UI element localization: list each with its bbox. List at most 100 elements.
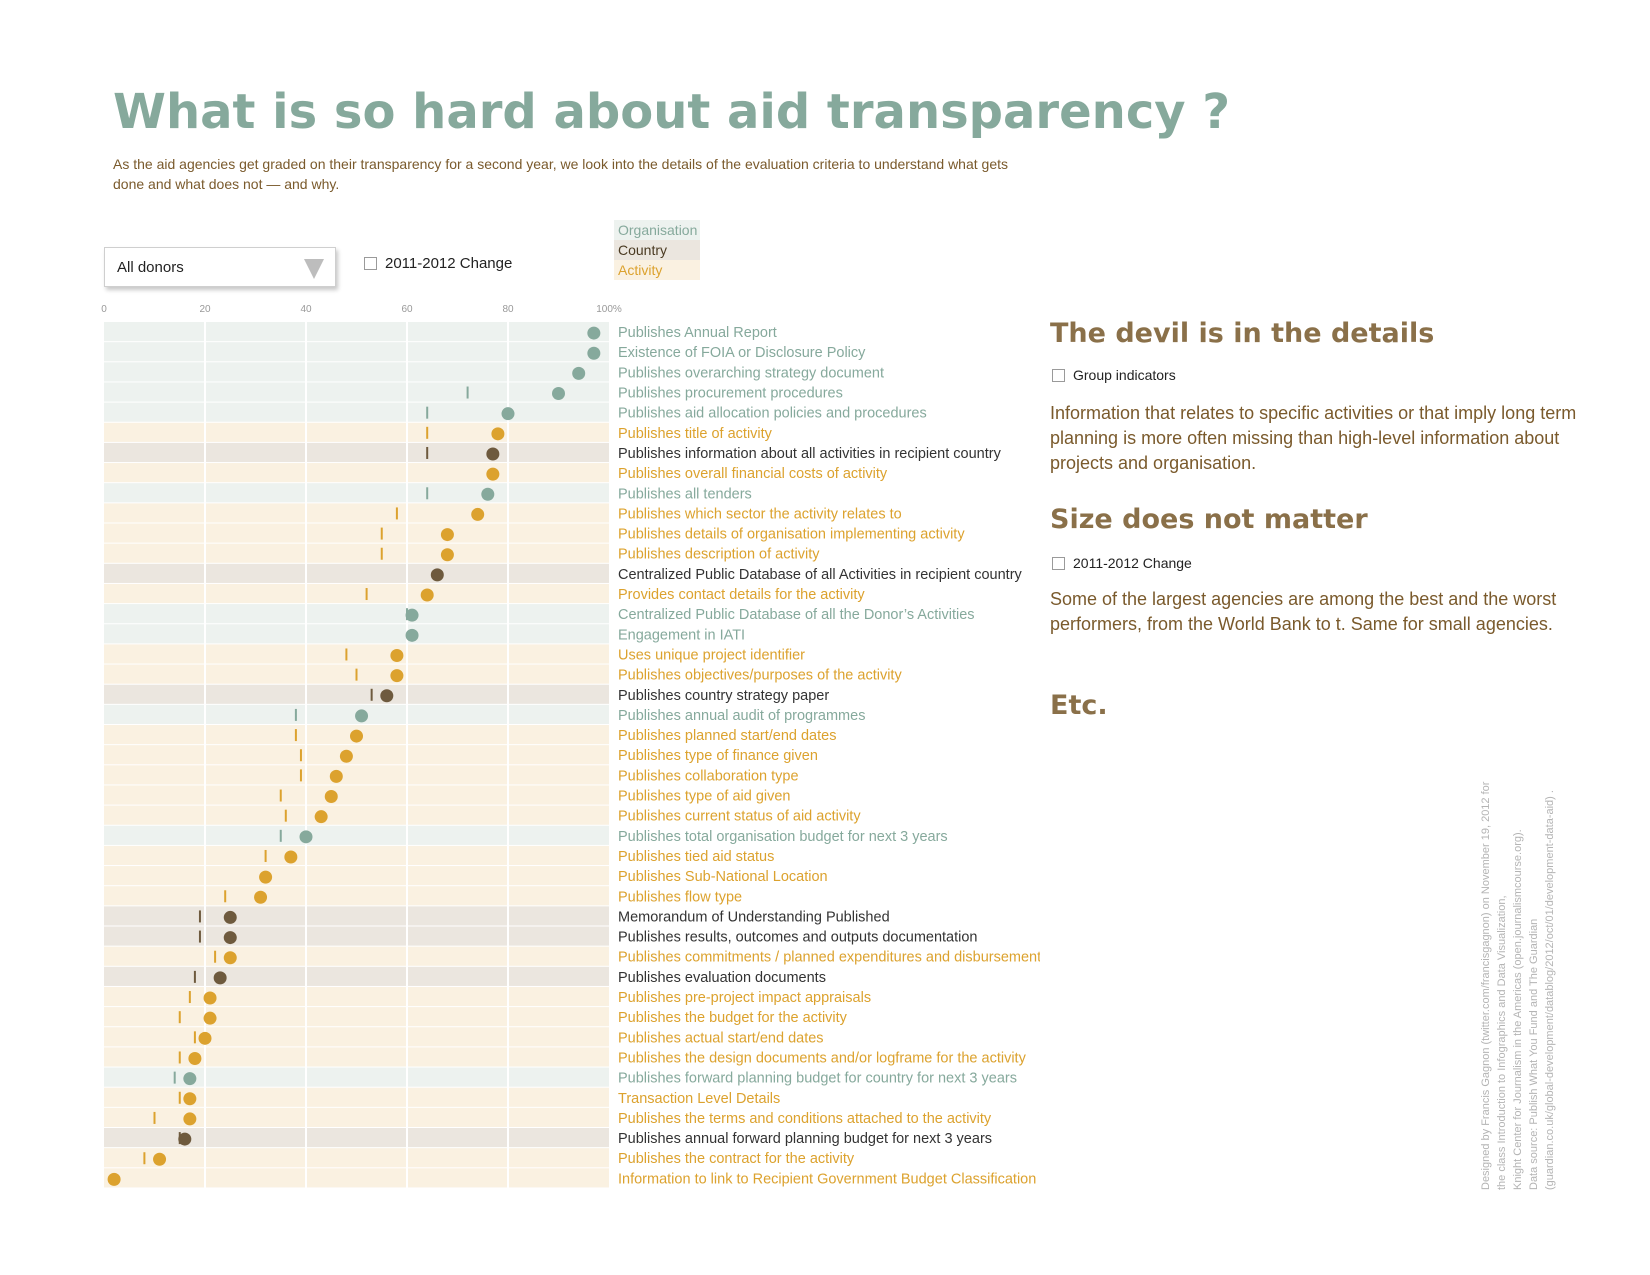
indicator-label: Information to link to Recipient Governm…	[618, 1171, 1036, 1187]
credits-line-3: Knight Center for Journalism in the Amer…	[1512, 829, 1524, 1190]
row-background	[104, 684, 609, 704]
score-dot	[420, 588, 434, 602]
score-dot	[183, 1072, 197, 1086]
row-background	[104, 503, 609, 523]
indicator-label: Publishes Sub-National Location	[618, 869, 828, 885]
score-dot	[491, 427, 505, 441]
credits-line-4: Data source: Publish What You Fund and T…	[1528, 918, 1540, 1190]
indicator-label: Publishes annual audit of programmes	[618, 708, 865, 724]
row-background	[104, 523, 609, 543]
indicator-label: Provides contact details for the activit…	[618, 587, 865, 603]
score-dot	[183, 1112, 197, 1126]
score-dot	[324, 790, 338, 804]
indicator-label: Publishes objectives/purposes of the act…	[618, 668, 902, 684]
indicator-label: Publishes current status of aid activity	[618, 809, 861, 825]
indicator-label: Publishes total organisation budget for …	[618, 829, 948, 845]
indicator-label: Centralized Public Database of all Activ…	[618, 567, 1023, 583]
page-title: What is so hard about aid transparency ?	[113, 84, 1231, 140]
score-dot	[390, 669, 404, 683]
size-change-checkbox[interactable]: 2011-2012 Change	[1052, 555, 1192, 571]
indicator-label: Publishes Annual Report	[618, 325, 777, 341]
row-background	[104, 563, 609, 583]
row-background	[104, 1148, 609, 1168]
row-background	[104, 1067, 609, 1087]
category-legend: Organisation Country Activity	[614, 220, 700, 280]
donor-select[interactable]: All donors	[104, 247, 336, 287]
size-text: Some of the largest agencies are among t…	[1050, 589, 1557, 634]
indicator-label: Publishes forward planning budget for co…	[618, 1071, 1017, 1087]
row-background	[104, 442, 609, 463]
legend-item-country: Country	[614, 240, 700, 260]
row-background	[104, 543, 609, 563]
score-dot	[501, 407, 515, 421]
group-indicators-label: Group indicators	[1073, 367, 1176, 383]
credits: Designed by Francis Gagnon (twitter.com/…	[1478, 782, 1558, 1190]
score-dot	[440, 548, 454, 562]
x-tick-label: 0	[101, 304, 107, 315]
score-dot	[572, 366, 586, 380]
change-checkbox-box[interactable]	[364, 257, 377, 270]
indicator-label: Publishes collaboration type	[618, 768, 799, 784]
indicator-label: Publishes aid allocation policies and pr…	[618, 406, 927, 422]
row-background	[104, 1128, 609, 1148]
indicator-label: Existence of FOIA or Disclosure Policy	[618, 345, 866, 361]
row-background	[104, 342, 609, 362]
legend-item-activity: Activity	[614, 260, 700, 280]
score-dot	[254, 890, 268, 904]
row-background	[104, 1047, 609, 1067]
indicator-label: Publishes actual start/end dates	[618, 1030, 824, 1046]
row-background	[104, 483, 609, 503]
group-indicators-checkbox[interactable]: Group indicators	[1052, 367, 1176, 383]
indicator-label: Publishes type of finance given	[618, 748, 818, 764]
row-background	[104, 624, 609, 644]
indicator-label: Transaction Level Details	[618, 1091, 780, 1107]
row-background	[104, 886, 609, 906]
score-dot	[380, 689, 394, 703]
score-dot	[223, 931, 237, 945]
change-checkbox-label: 2011-2012 Change	[385, 255, 513, 272]
score-dot	[299, 830, 313, 844]
group-indicators-box[interactable]	[1052, 368, 1065, 382]
row-background	[104, 946, 609, 966]
chevron-down-icon	[304, 259, 324, 279]
score-dot	[223, 910, 237, 924]
score-dot	[259, 870, 273, 884]
indicator-label: Publishes pre-project impact appraisals	[618, 990, 871, 1006]
row-background	[104, 382, 609, 402]
credits-line-5: (guardian.co.uk/global-development/datab…	[1544, 790, 1556, 1190]
indicator-label: Publishes overall financial costs of act…	[618, 466, 888, 482]
score-dot	[183, 1092, 197, 1106]
row-background	[104, 463, 609, 483]
row-background	[104, 805, 609, 825]
indicator-label: Uses unique project identifier	[618, 647, 805, 663]
indicator-label: Centralized Public Database of all the D…	[618, 607, 975, 623]
score-dot	[329, 769, 343, 783]
score-dot	[405, 628, 419, 642]
size-change-box[interactable]	[1052, 556, 1065, 570]
score-dot	[314, 810, 328, 824]
score-dot	[486, 447, 500, 461]
row-background	[104, 906, 609, 926]
indicator-label: Publishes the terms and conditions attac…	[618, 1111, 992, 1127]
score-dot	[284, 850, 298, 864]
score-dot	[587, 326, 601, 340]
devil-text: Information that relates to specific act…	[1050, 403, 1577, 473]
score-dot	[430, 568, 444, 582]
row-background	[104, 926, 609, 946]
row-background	[104, 765, 609, 785]
score-dot	[587, 346, 601, 360]
indicator-label: Memorandum of Understanding Published	[618, 909, 890, 925]
indicator-label: Publishes planned start/end dates	[618, 728, 836, 744]
donor-select-value: All donors	[117, 259, 184, 276]
indicator-label: Publishes country strategy paper	[618, 688, 829, 704]
score-dot	[153, 1152, 167, 1166]
score-dot	[339, 749, 353, 763]
row-background	[104, 583, 609, 604]
change-checkbox[interactable]: 2011-2012 Change	[364, 255, 512, 272]
row-background	[104, 966, 609, 986]
indicator-label: Publishes type of aid given	[618, 789, 791, 805]
row-background	[104, 322, 609, 342]
size-heading: Size does not matter	[1050, 504, 1368, 535]
indicator-label: Engagement in IATI	[618, 627, 745, 643]
row-background	[104, 1168, 609, 1188]
